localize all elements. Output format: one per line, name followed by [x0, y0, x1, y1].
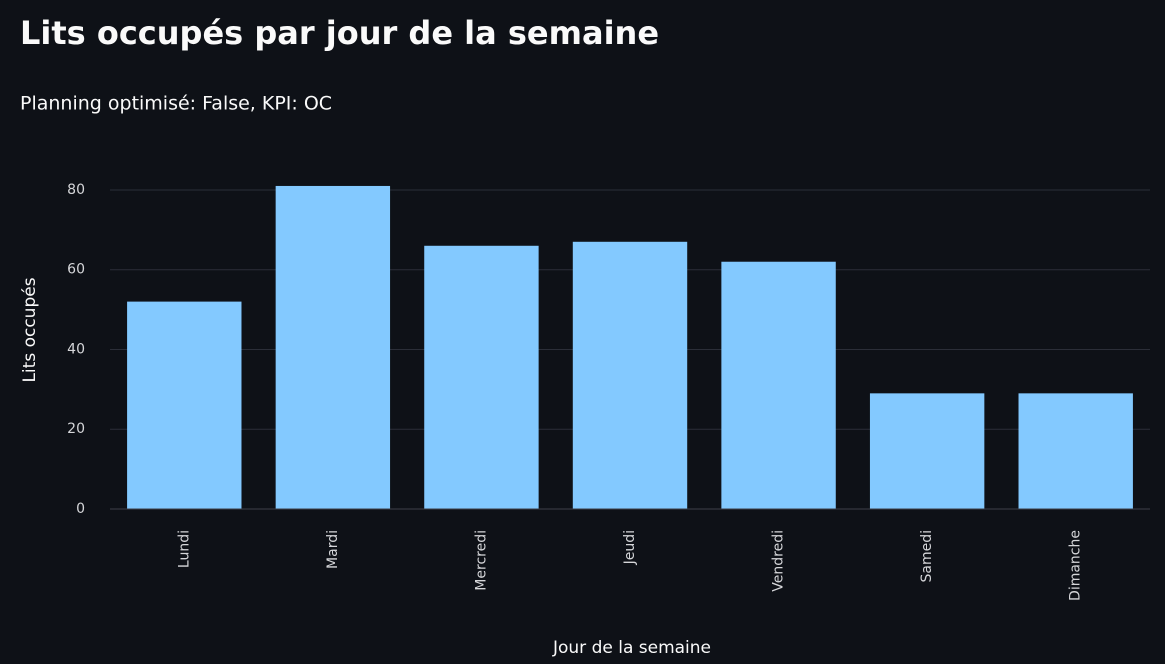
y-tick-label: 40 — [67, 341, 85, 357]
bar — [424, 245, 539, 509]
bar — [572, 241, 688, 509]
bar — [869, 393, 985, 509]
y-tick-label: 0 — [76, 501, 85, 517]
x-tick-label: Mercredi — [473, 530, 489, 591]
chart-subtitle: Planning optimisé: False, KPI: OC — [20, 93, 332, 115]
y-tick-label: 20 — [67, 421, 85, 437]
chart-title: Lits occupés par jour de la semaine — [20, 14, 659, 52]
x-axis-title: Jour de la semaine — [552, 638, 711, 658]
bar — [275, 185, 391, 509]
bar — [127, 301, 242, 509]
y-tick-label: 60 — [67, 262, 85, 278]
y-axis-title: Lits occupés — [20, 277, 40, 382]
x-tick-label: Dimanche — [1068, 530, 1084, 601]
bar — [1018, 393, 1133, 509]
x-tick-label: Samedi — [919, 530, 935, 583]
x-tick-label: Jeudi — [622, 530, 638, 565]
x-tick-label: Lundi — [176, 530, 192, 568]
y-tick-label: 80 — [67, 182, 85, 198]
bar — [721, 261, 836, 509]
x-tick-label: Mardi — [325, 530, 341, 569]
x-tick-label: Vendredi — [771, 530, 787, 592]
